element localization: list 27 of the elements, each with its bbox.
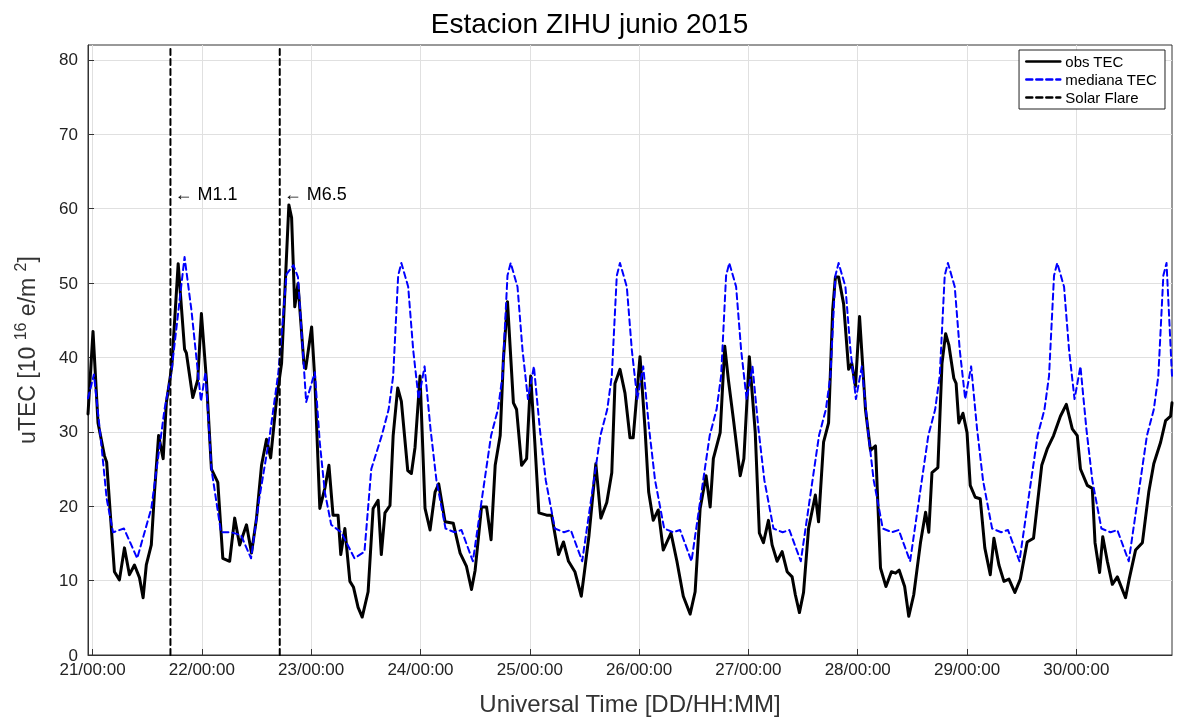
x-tick-label: 26/00:00 [606,660,673,679]
legend-label: obs TEC [1065,53,1124,70]
y-tick-label: 60 [59,199,78,219]
y-axis-title: uTEC [10 16 e/m 2] [11,256,40,444]
x-tick-label: 23/00:00 [278,660,345,679]
y-tick-label: 10 [59,571,78,591]
chart-title: Estacion ZIHU junio 2015 [430,7,749,39]
x-axis-title: Universal Time [DD/HH:MM] [479,689,781,717]
line-series [87,256,1173,563]
x-tick-label: 21/00:00 [59,660,126,679]
x-tick-label: 28/00:00 [824,660,891,679]
y-tick-label: 40 [59,347,78,367]
x-tick-label: 27/00:00 [715,660,782,679]
annotation: ← M1.1 [174,183,238,204]
y-tick-label: 80 [59,50,78,70]
legend-label: Solar Flare [1065,89,1139,106]
y-tick-label: 30 [59,422,78,442]
y-tick-label: 20 [59,496,78,516]
y-tick-label: 70 [59,124,78,144]
x-tick-label: 22/00:00 [168,660,235,679]
annotation: ← M6.5 [283,183,347,204]
x-tick-label: 29/00:00 [933,660,1001,679]
x-tick-label: 25/00:00 [496,660,563,679]
y-tick-label: 50 [59,273,78,293]
legend-label: mediana TEC [1065,71,1157,88]
x-tick-label: 30/00:00 [1043,660,1110,679]
x-tick-label: 24/00:00 [387,660,454,679]
